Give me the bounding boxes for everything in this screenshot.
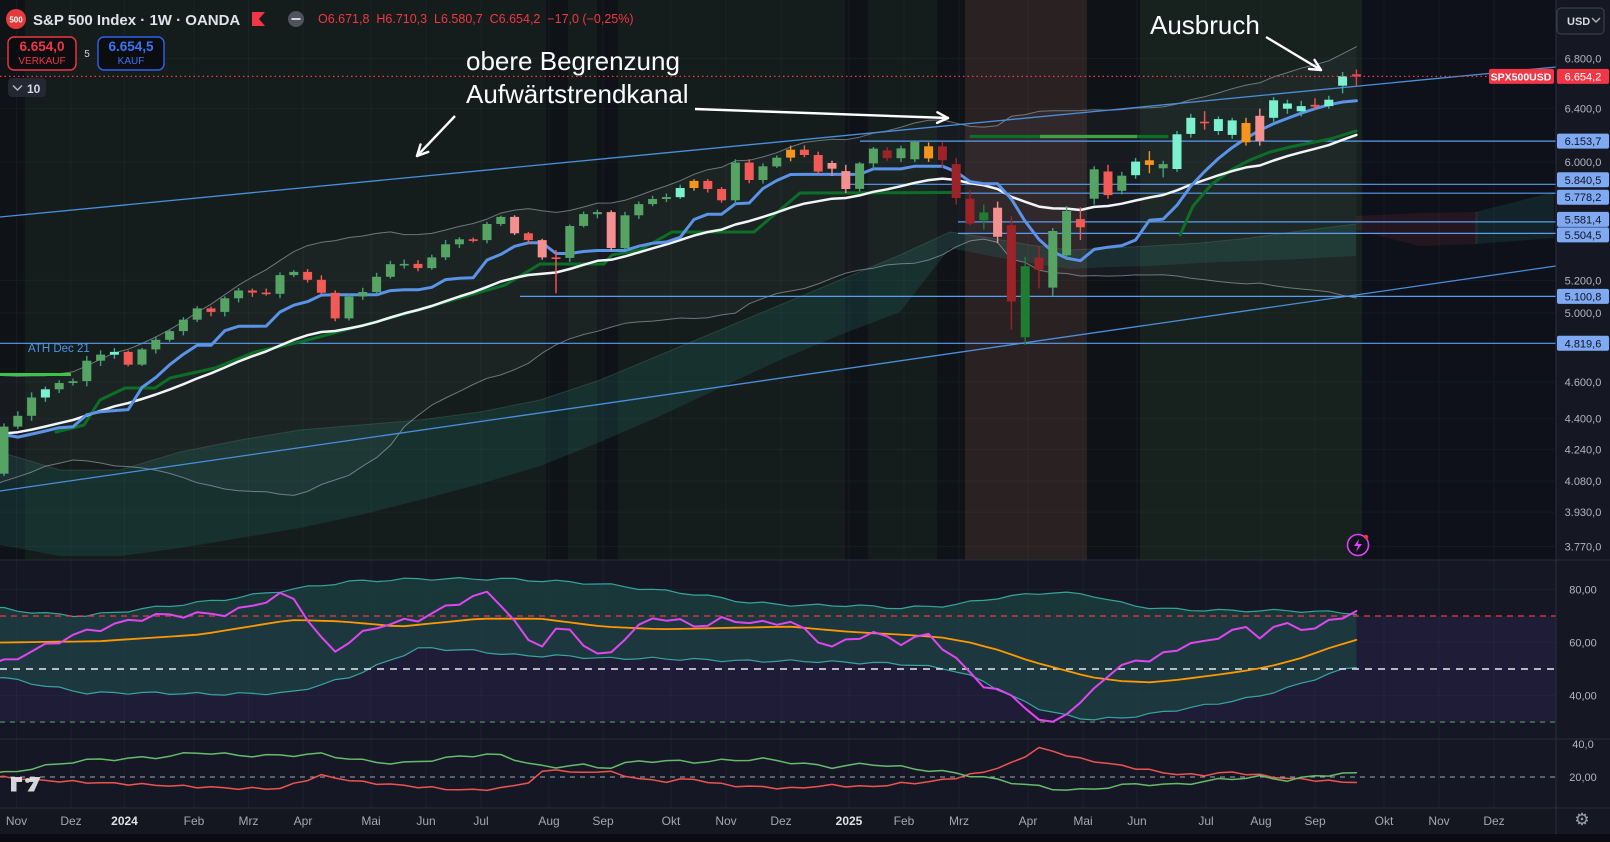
svg-text:4.819,6: 4.819,6 — [1565, 338, 1602, 350]
svg-text:4.080,0: 4.080,0 — [1565, 476, 1602, 488]
svg-text:Mrz: Mrz — [239, 814, 259, 828]
svg-text:5.778,2: 5.778,2 — [1565, 192, 1602, 204]
svg-text:Feb: Feb — [894, 814, 915, 828]
svg-text:20,00: 20,00 — [1569, 772, 1597, 784]
svg-text:80,00: 80,00 — [1569, 585, 1597, 597]
svg-text:Dez: Dez — [1483, 814, 1504, 828]
svg-text:6.400,0: 6.400,0 — [1565, 104, 1602, 116]
svg-text:6.000,0: 6.000,0 — [1565, 157, 1602, 169]
svg-text:Mai: Mai — [1073, 814, 1092, 828]
svg-text:4.400,0: 4.400,0 — [1565, 414, 1602, 426]
svg-text:Okt: Okt — [1375, 814, 1394, 828]
svg-text:40,00: 40,00 — [1569, 691, 1597, 703]
svg-text:Dez: Dez — [770, 814, 791, 828]
svg-text:Apr: Apr — [294, 814, 313, 828]
svg-text:O6.671,8 H6.710,3 L6.580,7: O6.671,8 H6.710,3 L6.580,7 C6.654,2 −17,… — [318, 12, 634, 26]
svg-text:5.504,5: 5.504,5 — [1565, 230, 1602, 242]
svg-text:5.581,4: 5.581,4 — [1565, 214, 1602, 226]
svg-text:6.800,0: 6.800,0 — [1565, 54, 1602, 66]
svg-text:Jul: Jul — [473, 814, 488, 828]
svg-text:KAUF: KAUF — [118, 56, 145, 67]
svg-text:5.000,0: 5.000,0 — [1565, 308, 1602, 320]
svg-text:ATH Dec 21: ATH Dec 21 — [28, 343, 90, 355]
svg-text:4.240,0: 4.240,0 — [1565, 444, 1602, 456]
svg-text:Jun: Jun — [1127, 814, 1146, 828]
svg-text:500: 500 — [9, 16, 23, 25]
svg-text:Apr: Apr — [1019, 814, 1038, 828]
svg-text:Sep: Sep — [1304, 814, 1326, 828]
svg-text:10: 10 — [27, 82, 41, 96]
svg-text:Feb: Feb — [184, 814, 205, 828]
svg-text:Mrz: Mrz — [949, 814, 969, 828]
svg-text:Sep: Sep — [592, 814, 614, 828]
svg-text:60,00: 60,00 — [1569, 638, 1597, 650]
svg-text:6.654,0: 6.654,0 — [19, 39, 64, 54]
svg-text:6.654,2: 6.654,2 — [1565, 71, 1602, 83]
svg-text:5.100,8: 5.100,8 — [1565, 291, 1602, 303]
svg-text:Nov: Nov — [1428, 814, 1449, 828]
svg-text:⚙: ⚙ — [1574, 810, 1589, 829]
svg-text:4.600,0: 4.600,0 — [1565, 377, 1602, 389]
svg-text:Jul: Jul — [1198, 814, 1213, 828]
svg-text:40,0: 40,0 — [1572, 739, 1593, 751]
svg-text:2024: 2024 — [111, 814, 138, 828]
svg-text:Aug: Aug — [1250, 814, 1271, 828]
svg-text:SPX500USD: SPX500USD — [1491, 71, 1552, 83]
svg-text:2025: 2025 — [836, 814, 863, 828]
svg-text:Aufwärtstrendkanal: Aufwärtstrendkanal — [466, 79, 689, 109]
svg-text:obere Begrenzung: obere Begrenzung — [466, 46, 680, 76]
svg-text:5.200,0: 5.200,0 — [1565, 275, 1602, 287]
svg-text:Nov: Nov — [715, 814, 736, 828]
svg-text:6.153,7: 6.153,7 — [1565, 136, 1602, 148]
svg-text:3.770,0: 3.770,0 — [1565, 542, 1602, 554]
svg-text:Nov: Nov — [6, 814, 27, 828]
svg-text:Okt: Okt — [662, 814, 681, 828]
svg-text:5: 5 — [84, 49, 90, 60]
svg-text:VERKAUF: VERKAUF — [18, 56, 65, 67]
svg-text:Jun: Jun — [416, 814, 435, 828]
svg-text:5.840,5: 5.840,5 — [1565, 175, 1602, 187]
svg-text:USD: USD — [1567, 16, 1590, 28]
svg-text:Aug: Aug — [538, 814, 559, 828]
svg-text:6.654,5: 6.654,5 — [108, 39, 154, 54]
svg-text:3.930,0: 3.930,0 — [1565, 507, 1602, 519]
svg-text:Ausbruch: Ausbruch — [1150, 10, 1260, 40]
svg-text:Mai: Mai — [361, 814, 380, 828]
svg-text:S&P 500 Index · 1W · OANDA: S&P 500 Index · 1W · OANDA — [33, 12, 240, 29]
svg-text:Dez: Dez — [60, 814, 81, 828]
